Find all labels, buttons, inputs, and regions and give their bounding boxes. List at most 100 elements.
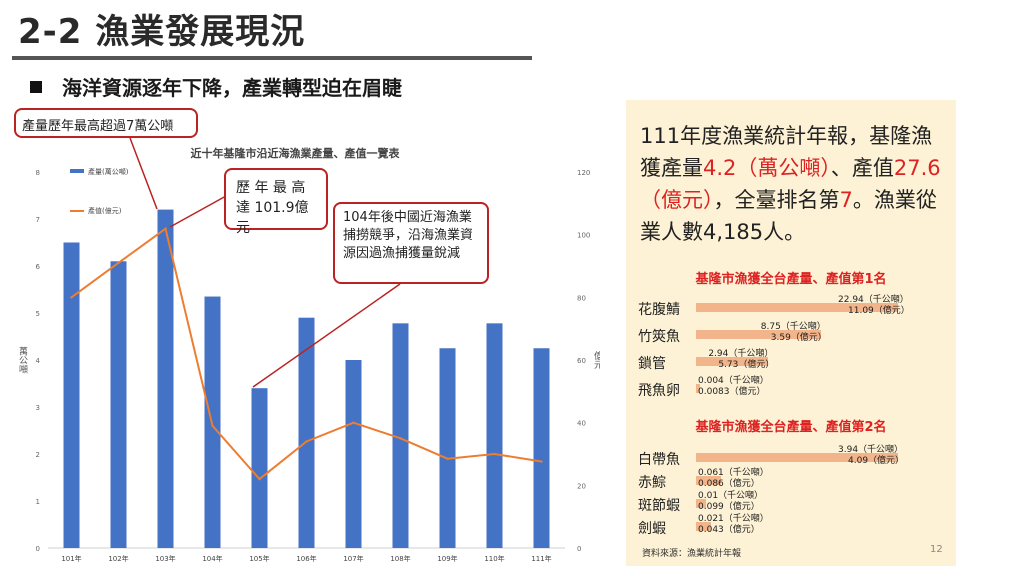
x-tick-label: 102年 [108,554,128,563]
y2-tick-label: 120 [577,169,590,177]
x-tick-label: 106年 [296,554,316,563]
legend-swatch-bar [70,169,84,173]
chart-line-point [540,460,543,463]
chart-bar-108年 [392,323,409,548]
rank-item-quantity: 0.01（千公噸） [698,491,764,501]
callout-pointer-max-value [169,195,227,228]
rank-item-bar [696,476,722,485]
y-tick-label: 4 [36,357,41,365]
rank-item-bar [696,330,821,339]
rank-item-value: 3.59（億元） [770,333,827,343]
rank-item-value: 11.09（億元） [848,306,910,316]
x-tick-label: 108年 [390,554,410,563]
page-number: 12 [930,544,943,555]
rank-item: 劍蝦 0.021（千公噸） 0.043（億元） [626,514,956,541]
summary-rank-value: 7 [839,188,853,212]
legend-label-bar: 產量(萬公噸) [88,167,129,176]
rank1-title: 基隆市漁獲全台產量、產值第1名 [695,272,887,287]
y-tick-label: 3 [36,404,40,412]
y2-tick-label: 60 [577,357,586,365]
chart-bar-111年 [533,348,550,548]
callout-pointer-decline [252,283,401,388]
chart-line-point [70,296,73,299]
rank-item-quantity: 0.004（千公噸） [698,376,769,386]
chart-line-point [258,477,261,481]
summary-revenue-value: 27.6（億元） [640,156,941,212]
x-tick-label: 111年 [531,554,551,563]
chart-line-point [164,227,167,230]
rank-item-name: 花腹鯖 [638,302,680,318]
x-tick-label: 103年 [155,554,175,563]
y-tick-label: 8 [36,169,40,177]
rank-item-value: 4.09（億元） [848,456,905,466]
rank-item-name: 赤鯮 [638,475,666,491]
y2-tick-label: 40 [577,420,586,428]
source-note: 資料來源：漁業統計年報 [642,549,742,559]
chart-bar-101年 [63,242,80,548]
y2-tick-label: 100 [577,232,590,240]
callout-max-output: 產量歷年最高超過7萬公噸 [14,108,198,138]
chart-bar-106年 [298,317,315,548]
x-tick-label: 105年 [249,554,269,563]
rank-item-quantity: 3.94（千公噸） [838,445,904,455]
rank-item: 花腹鯖 22.94（千公噸） 11.09（億元） [626,295,956,322]
rank-item-name: 鎖管 [638,356,666,372]
rank-item-value: 5.73（億元） [718,360,775,370]
chart-line-point [352,421,355,424]
rank-item-bar [696,357,769,366]
rank-item: 赤鯮 0.061（千公噸） 0.086（億元） [626,468,956,495]
rank-item-value: 0.043（億元） [698,525,760,535]
summary-panel: 111年度漁業統計年報，基隆漁獲產量4.2（萬公噸）、產值27.6（億元），全臺… [626,100,956,566]
square-bullet-icon [30,81,42,93]
y2-tick-label: 0 [577,545,581,553]
page-title: 2-2 漁業發展現況 [18,12,306,52]
rank-item-name: 竹筴魚 [638,329,680,345]
summary-part-1: 111年度漁業統計年報，基隆漁獲產量 [640,124,933,180]
rank-item-name: 劍蝦 [638,521,666,537]
rank-item-quantity: 22.94（千公噸） [838,295,909,305]
chart-bar-107年 [345,360,362,548]
summary-output-value: 4.2（萬公噸） [703,156,831,180]
rank-item: 飛魚卵 0.004（千公噸） 0.0083（億元） [626,376,956,403]
rank-item-bar [696,303,898,312]
callout-decline: 104年後中國近海漁業捕撈競爭，沿海漁業資源因過漁捕獲量銳減 [333,202,489,284]
rank-item-value: 0.099（億元） [698,502,760,512]
x-tick-label: 104年 [202,554,222,563]
rank-item-name: 飛魚卵 [638,383,680,399]
x-tick-label: 109年 [437,554,457,563]
summary-text: 111年度漁業統計年報，基隆漁獲產量4.2（萬公噸）、產值27.6（億元），全臺… [640,120,950,248]
rank-item-bar [696,384,700,393]
summary-part-2: 、產值 [830,156,894,180]
chart-line-point [211,424,214,427]
x-tick-label: 110年 [484,554,504,563]
chart-line-point [399,437,402,440]
y2-tick-label: 20 [577,482,586,490]
chart-bar-109年 [439,348,456,548]
rank-item-bar [696,522,711,531]
rank-item: 竹筴魚 8.75（千公噸） 3.59（億元） [626,322,956,349]
rank-item-bar [696,499,707,508]
chart-bar-103年 [157,209,174,548]
summary-part-4: 。漁業從業人數4,185人。 [640,188,937,244]
callout-pointer-max-output [129,137,158,210]
x-tick-label: 101年 [61,554,81,563]
y-tick-label: 7 [36,216,40,224]
title-underline [12,56,532,60]
summary-part-3: ，全臺排名第 [713,188,840,212]
rank-item-name: 白帶魚 [638,452,680,468]
chart-line-point [446,457,449,460]
subheading: 海洋資源逐年下降，產業轉型迫在眉睫 [30,72,402,101]
rank-item: 白帶魚 3.94（千公噸） 4.09（億元） [626,445,956,472]
rank-item-name: 斑節蝦 [638,498,680,514]
production-value-chart: 近十年基隆市沿近海漁業產量、產值一覽表012345678020406080100… [17,137,600,563]
chart-bar-110年 [486,323,503,548]
x-tick-label: 107年 [343,554,363,563]
y-tick-label: 0 [36,545,40,553]
rank-item-value: 0.086（億元） [698,479,760,489]
chart-bar-102年 [110,261,127,548]
chart-bar-105年 [251,388,268,548]
y-tick-label: 1 [36,498,40,506]
callout-max-value: 歷 年 最 高 達 101.9億元 [224,168,328,236]
rank-item: 斑節蝦 0.01（千公噸） 0.099（億元） [626,491,956,518]
y-tick-label: 2 [36,451,40,459]
